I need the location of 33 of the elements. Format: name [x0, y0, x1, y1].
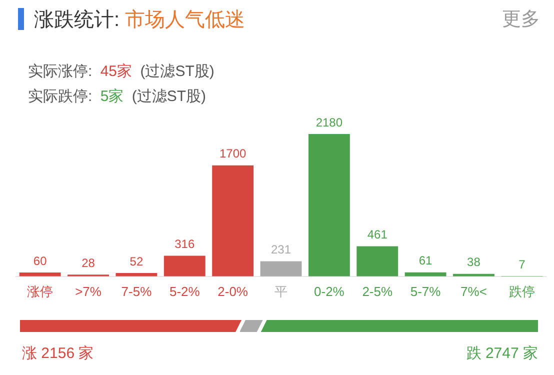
data-label: 38	[467, 255, 481, 270]
data-label: 461	[367, 228, 388, 242]
x-tick-label: 2-5%	[362, 284, 393, 299]
x-tick-label: 7-5%	[121, 284, 152, 299]
text: 实际跌停: 5家 (过滤ST股)	[28, 88, 206, 105]
data-label: 61	[418, 254, 433, 268]
data-label: 316	[174, 237, 195, 252]
text: 更多	[502, 8, 540, 32]
data-label: 231	[270, 242, 292, 257]
x-tick-label: 7%<	[460, 284, 487, 299]
x-tick-label: 2-0%	[218, 284, 248, 299]
text: 涨 2156 家	[22, 344, 94, 363]
text: 实际涨停: 45家 (过滤ST股)	[28, 63, 214, 80]
data-label: 28	[82, 256, 96, 270]
x-tick-label: 涨停	[27, 284, 54, 299]
bar	[356, 246, 398, 276]
x-tick-label: 5-2%	[169, 284, 200, 299]
x-tick-label: >7%	[75, 284, 102, 299]
bar	[260, 261, 302, 276]
text: 跌 2747 家	[466, 344, 538, 363]
data-label: 1700	[219, 146, 246, 161]
data-label: 7	[518, 257, 526, 272]
bar	[164, 256, 206, 276]
bar	[212, 165, 254, 276]
data-label: 60	[33, 254, 48, 268]
data-label: 2180	[316, 115, 343, 130]
x-tick-label: 跌停	[508, 284, 535, 299]
bar	[308, 134, 350, 276]
data-label: 52	[130, 254, 144, 268]
x-tick-label: 平	[274, 284, 288, 299]
x-tick-label: 5-7%	[410, 284, 442, 299]
x-tick-label: 0-2%	[314, 284, 345, 299]
chart-title: 涨跌统计: 市场人气低迷	[34, 9, 246, 31]
